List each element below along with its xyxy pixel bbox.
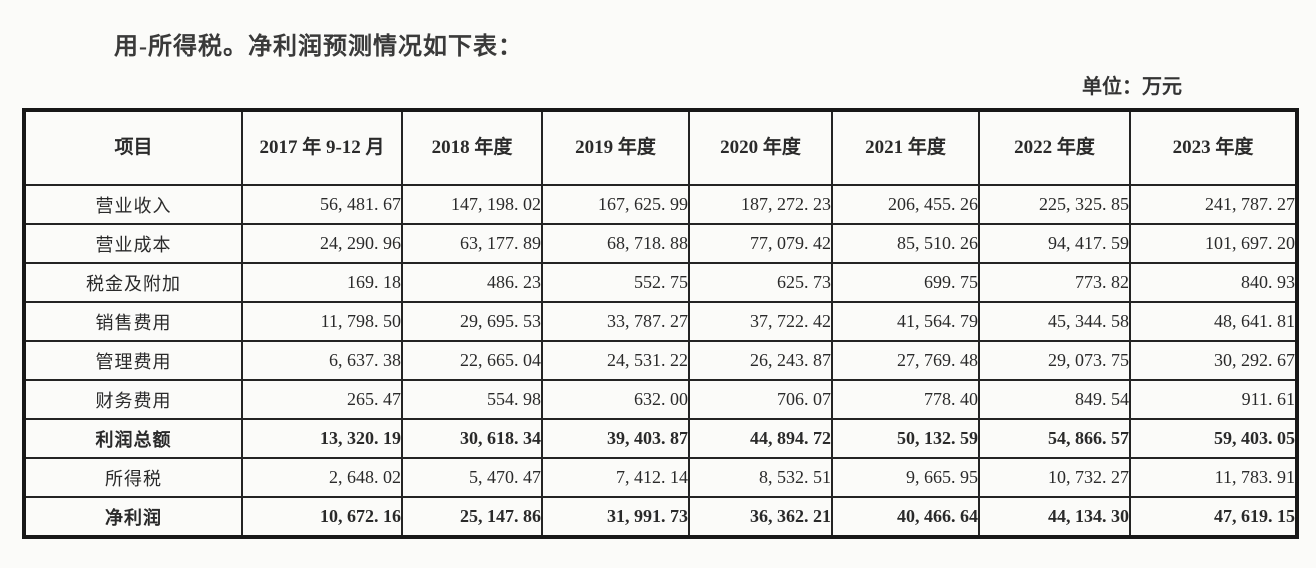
column-header: 2017 年 9-12 月	[241, 109, 403, 186]
value-cell: 25, 147. 86	[401, 496, 543, 538]
table-row: 销售费用 11, 798. 50 29, 695. 53 33, 787. 27 37,…	[23, 301, 1298, 342]
value-cell: 10, 732. 27	[978, 457, 1131, 498]
value-cell: 27, 769. 48	[831, 340, 980, 381]
table-row: 利润总额 13, 320. 19 30, 618. 34 39, 403. 87 44,…	[23, 418, 1298, 459]
value-cell: 187, 272. 23	[688, 184, 833, 225]
value-cell: 147, 198. 02	[401, 184, 543, 225]
value-cell: 7, 412. 14	[541, 457, 690, 498]
value-cell: 699. 75	[831, 262, 980, 303]
value-cell: 68, 718. 88	[541, 223, 690, 264]
value-cell: 13, 320. 19	[241, 418, 403, 459]
value-cell: 10, 672. 16	[241, 496, 403, 538]
row-label: 销售费用	[23, 301, 243, 342]
value-cell: 849. 54	[978, 379, 1131, 420]
table-row: 营业收入 56, 481. 67 147, 198. 02 167, 625. 99 1…	[23, 184, 1298, 225]
value-cell: 31, 991. 73	[541, 496, 690, 538]
table-row: 净利润 10, 672. 16 25, 147. 86 31, 991. 73 36, …	[23, 496, 1298, 538]
value-cell: 554. 98	[401, 379, 543, 420]
row-label: 利润总额	[23, 418, 243, 459]
value-cell: 26, 243. 87	[688, 340, 833, 381]
value-cell: 5, 470. 47	[401, 457, 543, 498]
value-cell: 206, 455. 26	[831, 184, 980, 225]
value-cell: 706. 07	[688, 379, 833, 420]
value-cell: 54, 866. 57	[978, 418, 1131, 459]
value-cell: 29, 695. 53	[401, 301, 543, 342]
table-row: 财务费用 265. 47 554. 98 632. 00 706. 07 778. 40 8…	[23, 379, 1298, 420]
column-header: 2018 年度	[401, 109, 543, 186]
column-header: 2021 年度	[831, 109, 980, 186]
column-header: 2022 年度	[978, 109, 1131, 186]
value-cell: 24, 531. 22	[541, 340, 690, 381]
value-cell: 632. 00	[541, 379, 690, 420]
value-cell: 241, 787. 27	[1129, 184, 1298, 225]
value-cell: 773. 82	[978, 262, 1131, 303]
value-cell: 39, 403. 87	[541, 418, 690, 459]
table-body: 营业收入 56, 481. 67 147, 198. 02 167, 625. 99 1…	[23, 184, 1298, 538]
value-cell: 36, 362. 21	[688, 496, 833, 538]
column-header: 2020 年度	[688, 109, 833, 186]
row-label: 税金及附加	[23, 262, 243, 303]
value-cell: 85, 510. 26	[831, 223, 980, 264]
table-row: 税金及附加 169. 18 486. 23 552. 75 625. 73 699. 75…	[23, 262, 1298, 303]
value-cell: 265. 47	[241, 379, 403, 420]
value-cell: 911. 61	[1129, 379, 1298, 420]
value-cell: 37, 722. 42	[688, 301, 833, 342]
value-cell: 6, 637. 38	[241, 340, 403, 381]
value-cell: 44, 894. 72	[688, 418, 833, 459]
row-label: 营业收入	[23, 184, 243, 225]
value-cell: 44, 134. 30	[978, 496, 1131, 538]
value-cell: 9, 665. 95	[831, 457, 980, 498]
column-header: 项目	[23, 109, 243, 186]
table-row: 管理费用 6, 637. 38 22, 665. 04 24, 531. 22 26, …	[23, 340, 1298, 381]
value-cell: 45, 344. 58	[978, 301, 1131, 342]
value-cell: 94, 417. 59	[978, 223, 1131, 264]
value-cell: 77, 079. 42	[688, 223, 833, 264]
row-label: 所得税	[23, 457, 243, 498]
value-cell: 167, 625. 99	[541, 184, 690, 225]
value-cell: 33, 787. 27	[541, 301, 690, 342]
column-header: 2019 年度	[541, 109, 690, 186]
net-profit-forecast-table: 项目 2017 年 9-12 月 2018 年度 2019 年度 2020 年度 2021…	[22, 108, 1299, 539]
value-cell: 24, 290. 96	[241, 223, 403, 264]
value-cell: 101, 697. 20	[1129, 223, 1298, 264]
value-cell: 22, 665. 04	[401, 340, 543, 381]
intro-text: 用-所得税。净利润预测情况如下表：	[114, 34, 523, 60]
value-cell: 11, 798. 50	[241, 301, 403, 342]
row-label: 净利润	[23, 496, 243, 538]
table-row: 所得税 2, 648. 02 5, 470. 47 7, 412. 14 8, 532.…	[23, 457, 1298, 498]
table-row: 营业成本 24, 290. 96 63, 177. 89 68, 718. 88 77,…	[23, 223, 1298, 264]
value-cell: 30, 292. 67	[1129, 340, 1298, 381]
table-header-row: 项目 2017 年 9-12 月 2018 年度 2019 年度 2020 年度 2021…	[23, 109, 1298, 186]
value-cell: 59, 403. 05	[1129, 418, 1298, 459]
value-cell: 63, 177. 89	[401, 223, 543, 264]
column-header: 2023 年度	[1129, 109, 1298, 186]
row-label: 管理费用	[23, 340, 243, 381]
value-cell: 56, 481. 67	[241, 184, 403, 225]
value-cell: 29, 073. 75	[978, 340, 1131, 381]
value-cell: 778. 40	[831, 379, 980, 420]
value-cell: 30, 618. 34	[401, 418, 543, 459]
value-cell: 552. 75	[541, 262, 690, 303]
row-label: 营业成本	[23, 223, 243, 264]
value-cell: 8, 532. 51	[688, 457, 833, 498]
value-cell: 486. 23	[401, 262, 543, 303]
value-cell: 48, 641. 81	[1129, 301, 1298, 342]
unit-label: 单位：万元	[1082, 76, 1182, 98]
value-cell: 41, 564. 79	[831, 301, 980, 342]
value-cell: 225, 325. 85	[978, 184, 1131, 225]
value-cell: 11, 783. 91	[1129, 457, 1298, 498]
value-cell: 840. 93	[1129, 262, 1298, 303]
value-cell: 40, 466. 64	[831, 496, 980, 538]
value-cell: 47, 619. 15	[1129, 496, 1298, 538]
row-label: 财务费用	[23, 379, 243, 420]
value-cell: 625. 73	[688, 262, 833, 303]
value-cell: 169. 18	[241, 262, 403, 303]
value-cell: 50, 132. 59	[831, 418, 980, 459]
value-cell: 2, 648. 02	[241, 457, 403, 498]
